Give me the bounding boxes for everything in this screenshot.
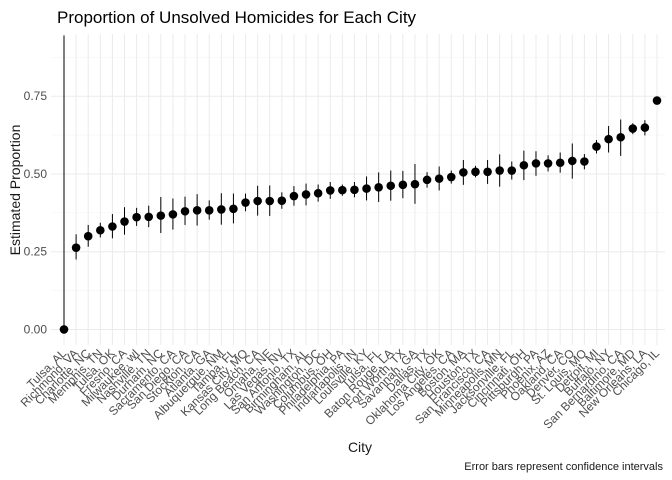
- y-axis-title: Estimated Proportion: [7, 125, 23, 256]
- y-tick-label: 0.75: [24, 89, 48, 103]
- point-estimate: [531, 159, 541, 168]
- point-estimate: [313, 188, 323, 198]
- point-estimate: [362, 184, 371, 193]
- point-estimate: [628, 124, 638, 133]
- point-estimate: [217, 205, 226, 214]
- point-estimate: [555, 158, 565, 168]
- point-estimate: [338, 185, 347, 195]
- point-estimate: [132, 212, 141, 222]
- y-tick-label: 0.50: [24, 167, 48, 181]
- point-estimate: [640, 123, 650, 132]
- point-estimate: [144, 212, 154, 222]
- point-estimate: [301, 190, 311, 199]
- point-estimate: [604, 134, 613, 144]
- x-axis-title: City: [348, 439, 372, 455]
- data-points: [59, 96, 662, 334]
- point-estimate: [652, 96, 662, 105]
- point-estimate: [519, 160, 529, 170]
- chart-caption: Error bars represent confidence interval…: [464, 461, 663, 473]
- point-estimate: [459, 168, 468, 177]
- point-estimate: [495, 166, 504, 175]
- point-estimate: [580, 157, 589, 166]
- point-estimate: [471, 167, 480, 177]
- point-estimate: [398, 180, 408, 190]
- point-estimate: [446, 172, 456, 182]
- point-estimate: [156, 211, 166, 220]
- point-estimate: [350, 185, 359, 195]
- point-estimate: [71, 243, 81, 252]
- point-estimate: [567, 156, 577, 166]
- point-estimate: [120, 217, 129, 226]
- point-estimate: [422, 175, 432, 185]
- point-estimate: [192, 206, 202, 215]
- point-estimate: [265, 196, 275, 206]
- point-estimate: [241, 198, 250, 207]
- point-estimate: [543, 159, 553, 168]
- y-tick-label: 0.00: [24, 322, 48, 336]
- point-estimate: [229, 204, 238, 214]
- point-estimate: [325, 186, 335, 195]
- point-estimate: [483, 167, 492, 177]
- point-estimate: [96, 225, 105, 235]
- point-estimate: [507, 166, 517, 175]
- point-estimate: [592, 142, 601, 151]
- point-estimate: [410, 179, 420, 189]
- point-estimate: [180, 206, 190, 216]
- point-estimate: [253, 196, 262, 206]
- point-estimate: [289, 191, 299, 201]
- error-bars: [63, 35, 658, 330]
- point-estimate: [374, 183, 383, 192]
- point-estimate: [59, 325, 69, 334]
- point-estimate: [386, 181, 396, 191]
- point-estimate: [83, 231, 93, 241]
- point-estimate: [204, 206, 214, 215]
- chart-title: Proportion of Unsolved Homicides for Eac…: [57, 8, 417, 27]
- point-estimate: [616, 132, 625, 142]
- point-estimate: [168, 210, 178, 219]
- y-tick-label: 0.25: [24, 245, 48, 259]
- point-estimate: [108, 222, 117, 231]
- point-estimate: [434, 174, 444, 183]
- point-estimate: [277, 196, 287, 205]
- y-axis-ticks: 0.00 0.25 0.50 0.75: [24, 89, 48, 336]
